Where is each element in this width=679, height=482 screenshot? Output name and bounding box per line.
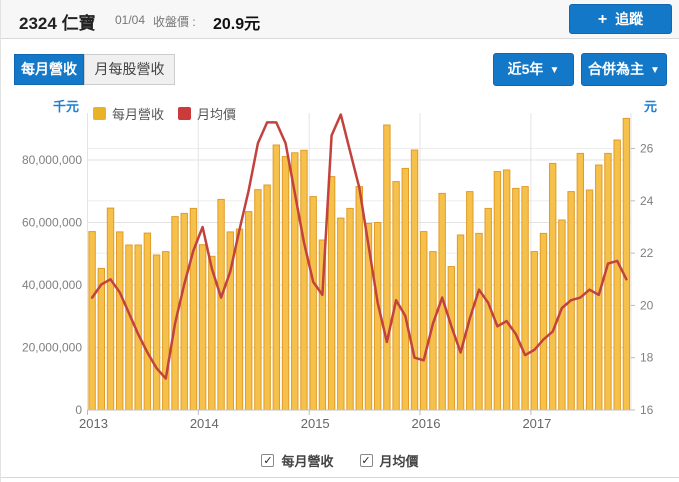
stock-name: 仁寶 [61,14,96,33]
check-icon: ✓ [361,454,371,467]
svg-text:2016: 2016 [412,416,441,431]
revenue-bars [88,117,631,411]
stock-header: 2324 仁寶 01/04 收盤價 : 20.9元 + 追蹤 [1,0,679,39]
toggle-monthly-avg-price[interactable]: ✓ 月均價 [359,451,419,470]
price-checkbox-label: 月均價 [379,453,419,469]
close-price-label: 收盤價 : [153,15,196,29]
svg-text:2017: 2017 [522,416,551,431]
revenue-checkbox[interactable]: ✓ [261,453,275,467]
bottom-divider [1,477,679,478]
svg-text:16: 16 [640,403,654,417]
range-dropdown[interactable]: 近5年 ▼ [493,53,574,86]
revenue-swatch-icon [93,107,106,120]
check-icon: ✓ [263,454,273,467]
series-toggles: ✓ 每月營收 ✓ 月均價 [1,448,679,472]
legend-item-revenue: 每月營收 [93,104,164,123]
left-axis-unit: 千元 [53,99,80,114]
tab-monthly-revenue[interactable]: 每月營收 [14,54,84,85]
follow-button-label: 追蹤 [615,11,644,27]
svg-text:20,000,000: 20,000,000 [22,341,82,355]
price-swatch-icon [178,107,192,120]
svg-text:20: 20 [640,298,654,312]
tab-monthly-eps-revenue[interactable]: 月每股營收 [84,54,175,85]
svg-text:18: 18 [640,351,654,365]
chart-svg: 2013 2014 2015 2016 2017020,000,00040,000,00… [22,113,654,431]
price-checkbox[interactable]: ✓ [359,453,373,467]
price-line [90,113,628,380]
toggle-monthly-revenue[interactable]: ✓ 每月營收 [261,451,334,470]
range-dropdown-label: 近5年 [507,61,544,77]
right-axis-unit: 元 [644,99,658,114]
svg-text:60,000,000: 60,000,000 [22,216,82,230]
legend-price-label: 月均價 [197,107,237,122]
svg-text:24: 24 [640,194,654,208]
chart-legend: 每月營收 月均價 [93,104,250,123]
svg-text:40,000,000: 40,000,000 [22,278,82,292]
revenue-chart: 千元 元 每月營收 月均價 2013 2014 2015 2016 2017 0 20,00… [1,95,679,445]
legend-revenue-label: 每月營收 [112,107,165,122]
svg-text:22: 22 [640,246,654,260]
basis-dropdown-label: 合併為主 [588,61,645,77]
basis-dropdown[interactable]: 合併為主 ▼ [581,53,667,86]
svg-text:2014: 2014 [190,416,219,431]
svg-text:0: 0 [75,403,82,417]
chevron-down-icon: ▼ [549,65,560,76]
svg-text:2015: 2015 [301,416,330,431]
revenue-checkbox-label: 每月營收 [281,453,334,469]
stock-id: 2324 [19,14,57,33]
plus-icon: + [597,11,608,28]
stock-title: 2324 仁寶 [19,9,96,34]
quote-date: 01/04 [115,13,146,27]
svg-text:26: 26 [640,142,654,156]
svg-text:2013: 2013 [79,416,108,431]
close-price-value: 20.9元 [213,16,261,33]
svg-text:80,000,000: 80,000,000 [22,153,82,167]
follow-button[interactable]: + 追蹤 [569,4,672,34]
legend-item-price: 月均價 [178,104,236,123]
chevron-down-icon: ▼ [650,65,660,76]
